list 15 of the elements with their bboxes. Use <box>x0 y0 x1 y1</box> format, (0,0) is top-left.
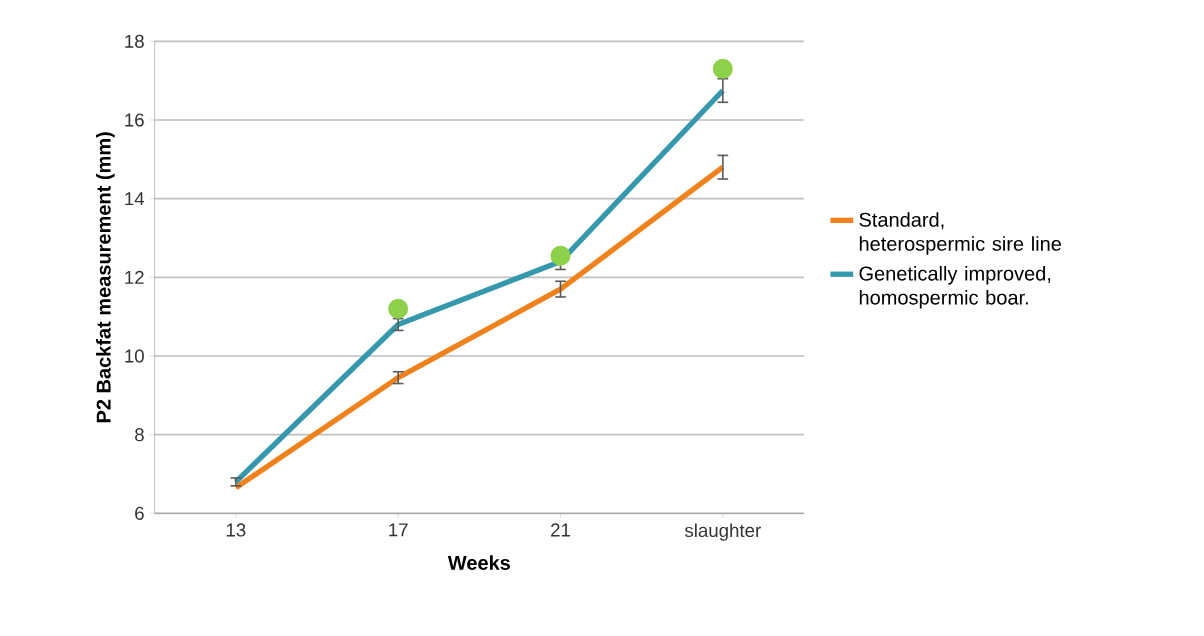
y-tick-label: 8 <box>135 428 144 442</box>
y-tick-label: 14 <box>125 192 145 206</box>
x-tick-label: 21 <box>551 523 570 537</box>
y-axis-title: P2 Backfat measurement (mm) <box>96 132 115 423</box>
x-tick-label: 13 <box>226 523 246 537</box>
y-tick-label: 18 <box>125 34 144 48</box>
y-tick-label: 12 <box>125 270 144 284</box>
y-tick-label: 6 <box>135 506 144 520</box>
x-axis-title: Weeks <box>447 555 510 570</box>
y-tick-label: 16 <box>125 113 144 127</box>
legend-label: Standard, heterospermic sire line <box>859 212 1061 255</box>
x-tick-label: 17 <box>389 523 408 537</box>
legend-label: Genetically improved, homospermic boar. <box>859 265 1051 309</box>
y-tick-label: 10 <box>125 349 144 363</box>
x-tick-label: slaughter <box>684 523 761 541</box>
